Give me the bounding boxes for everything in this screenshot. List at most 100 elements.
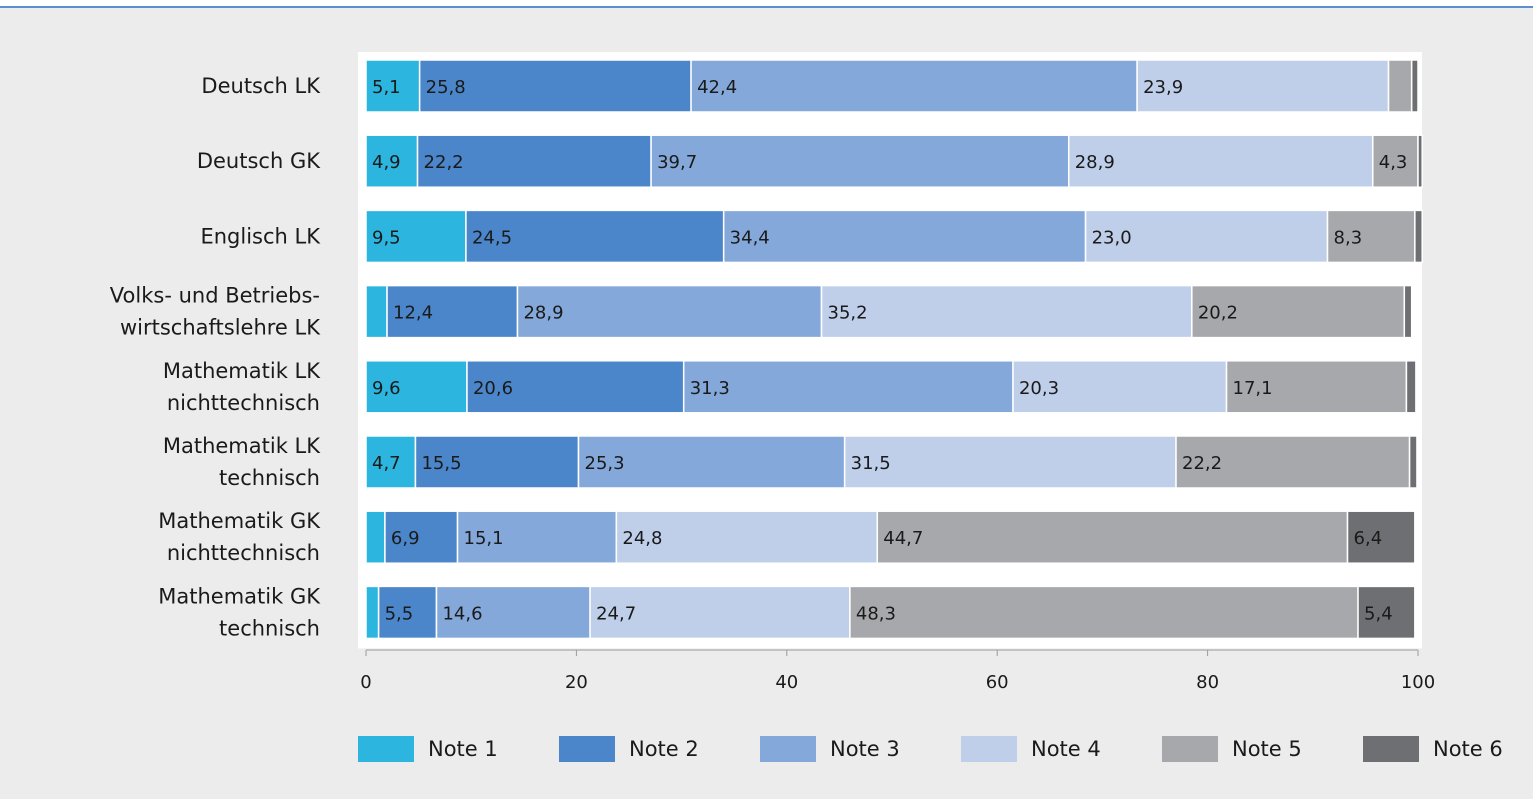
- bar-segment: [650, 134, 1070, 188]
- bars-group: [365, 59, 1423, 640]
- bar-segment: [1403, 284, 1413, 339]
- bar-value-label: 6,9: [391, 528, 420, 549]
- legend-swatch: [961, 736, 1017, 762]
- bar-value-label: 9,5: [372, 227, 401, 248]
- bar-value-label: 42,4: [697, 77, 737, 98]
- bar-segment: [377, 585, 438, 640]
- bar-value-label: 9,6: [372, 378, 401, 399]
- bar-segment: [456, 510, 618, 564]
- bar-value-label: 39,7: [657, 152, 697, 173]
- bar-segment: [1387, 59, 1413, 113]
- bar-segment: [820, 284, 1193, 339]
- bar-segment: [365, 510, 386, 564]
- bar-value-label: 22,2: [1182, 453, 1222, 474]
- bar-segment: [466, 360, 685, 414]
- bar-segment: [1417, 134, 1423, 188]
- bar-segment: [1410, 59, 1419, 113]
- bar-segment: [1326, 209, 1416, 264]
- bar-value-label: 31,5: [851, 453, 891, 474]
- legend: Note 1 Note 2 Note 3 Note 4 Note 5 Note 6: [358, 733, 1533, 765]
- bar-segment: [1225, 360, 1408, 414]
- x-tick-label: 20: [565, 672, 588, 693]
- bar-labels-group: 5,1 25,8 42,4 23,9 4,9 22,2 39,7 28,9 4,3 9,5 24,5…: [372, 77, 1407, 624]
- bar-segment: [414, 435, 580, 489]
- bar-segment: [418, 59, 692, 113]
- legend-item: Note 4: [961, 733, 1101, 765]
- bar-segment: [1357, 585, 1416, 640]
- bar-value-label: 5,4: [1364, 603, 1393, 624]
- bar-value-label: 4,7: [372, 453, 401, 474]
- bar-segment: [1067, 134, 1374, 188]
- bar-value-label: 20,6: [473, 378, 513, 399]
- legend-swatch: [1162, 736, 1218, 762]
- top-rule: [0, 0, 1533, 6]
- bar-segment: [1408, 435, 1418, 489]
- x-tick-label: 100: [1401, 672, 1435, 693]
- x-tick-label: 0: [360, 672, 371, 693]
- legend-swatch: [1363, 736, 1419, 762]
- bar-value-label: 44,7: [883, 528, 923, 549]
- bar-segment: [365, 59, 421, 113]
- legend-label: Note 6: [1433, 737, 1503, 761]
- bar-segment: [849, 585, 1359, 640]
- legend-item: Note 5: [1162, 733, 1302, 765]
- category-label: Englisch LK: [200, 224, 321, 248]
- category-label: Volks- und Betriebs-: [110, 284, 320, 308]
- category-label: Mathematik GK: [158, 509, 321, 533]
- legend-item: Note 6: [1363, 733, 1503, 765]
- legend-label: Note 3: [830, 737, 900, 761]
- x-tick-label: 80: [1196, 672, 1219, 693]
- bar-segment: [365, 360, 468, 414]
- bar-value-label: 24,8: [622, 528, 662, 549]
- top-accent-line: [0, 6, 1533, 8]
- legend-swatch: [559, 736, 615, 762]
- bar-value-label: 15,5: [421, 453, 461, 474]
- category-label: Deutsch GK: [197, 149, 321, 173]
- bar-segment: [1405, 360, 1417, 414]
- legend-label: Note 4: [1031, 737, 1101, 761]
- bar-segment: [384, 510, 459, 564]
- bar-segment: [386, 284, 519, 339]
- x-tick-label: 60: [986, 672, 1009, 693]
- bar-value-label: 23,0: [1092, 227, 1132, 248]
- bar-segment: [1084, 209, 1329, 264]
- bar-segment: [365, 585, 380, 640]
- bar-segment: [577, 435, 846, 489]
- bar-value-label: 6,4: [1354, 528, 1383, 549]
- bar-segment: [1414, 209, 1423, 264]
- legend-item: Note 1: [358, 733, 498, 765]
- bar-segment: [876, 510, 1349, 564]
- bar-segment: [435, 585, 591, 640]
- bar-value-label: 5,1: [372, 77, 401, 98]
- bar-segment: [365, 284, 388, 339]
- bar-value-label: 4,3: [1379, 152, 1408, 173]
- bar-segment: [365, 209, 467, 264]
- bar-value-label: 17,1: [1233, 378, 1273, 399]
- bar-value-label: 28,9: [1075, 152, 1115, 173]
- bar-value-label: 23,9: [1143, 77, 1183, 98]
- bar-value-label: 25,3: [585, 453, 625, 474]
- bar-value-label: 20,2: [1198, 303, 1238, 324]
- category-labels-group: Deutsch LK Deutsch GK Englisch LK Volks- un…: [110, 74, 321, 640]
- stacked-bar-chart: 5,1 25,8 42,4 23,9 4,9 22,2 39,7 28,9 4,3 9,5 24,5…: [110, 52, 1435, 693]
- category-label: Mathematik GK: [158, 584, 321, 608]
- bar-segment: [1346, 510, 1416, 564]
- bar-segment: [722, 209, 1087, 264]
- bar-value-label: 24,7: [596, 603, 636, 624]
- bar-segment: [589, 585, 851, 640]
- bar-segment: [1372, 134, 1419, 188]
- legend-item: Note 2: [559, 733, 699, 765]
- bar-segment: [690, 59, 1138, 113]
- bar-segment: [843, 435, 1177, 489]
- bar-value-label: 14,6: [442, 603, 482, 624]
- bar-value-label: 20,3: [1019, 378, 1059, 399]
- bar-value-label: 15,1: [464, 528, 504, 549]
- bar-value-label: 24,5: [472, 227, 512, 248]
- bar-value-label: 28,9: [523, 303, 563, 324]
- bar-value-label: 34,4: [730, 227, 770, 248]
- category-label: Mathematik LK: [163, 359, 321, 383]
- category-label: Deutsch LK: [201, 74, 321, 98]
- category-label: nichttechnisch: [167, 391, 320, 415]
- category-label: Mathematik LK: [163, 434, 321, 458]
- category-label: technisch: [219, 616, 320, 640]
